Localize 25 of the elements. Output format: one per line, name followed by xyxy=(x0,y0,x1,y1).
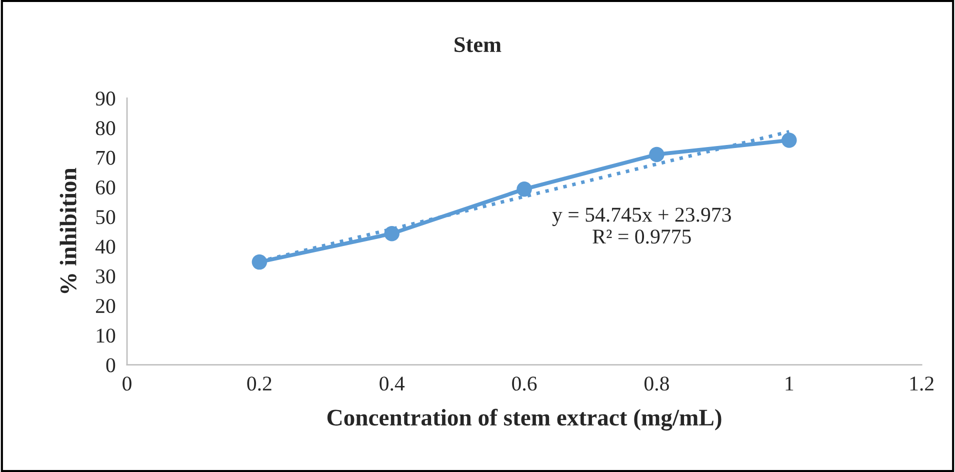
x-tick-label: 0.2 xyxy=(247,376,272,391)
y-tick-label: 10 xyxy=(96,328,116,343)
x-tick-label: 1 xyxy=(786,376,794,390)
y-tick-label: 40 xyxy=(95,240,116,254)
point xyxy=(516,182,532,197)
x-tick-label: 0 xyxy=(122,376,132,391)
x-tick-label: 1.2 xyxy=(910,376,934,391)
point xyxy=(782,132,797,148)
y-tick-label: 70 xyxy=(96,150,116,165)
y-tick-label: 80 xyxy=(96,121,116,136)
x-axis-title: Concentration of stem extract (mg/mL) xyxy=(327,408,722,431)
annotation: y = 54.745x + 23.973 R² = 0.9775 xyxy=(552,208,731,244)
y-tick-label: 50 xyxy=(96,210,116,224)
point xyxy=(649,146,664,162)
point xyxy=(252,254,268,270)
y-tick-label: 60 xyxy=(96,180,116,195)
y-tick-label: 30 xyxy=(96,269,116,284)
x-tick-label: 0.8 xyxy=(644,376,669,391)
x-tick-label: 0.4 xyxy=(380,376,405,391)
y-tick-label: 90 xyxy=(96,92,116,106)
x-tick-label: 0.6 xyxy=(512,376,537,391)
y-axis-title: % inhibition xyxy=(60,168,76,294)
y-tick-label: 0 xyxy=(106,358,116,372)
y-tick-label: 20 xyxy=(96,298,116,314)
chart-title: Stem xyxy=(454,37,502,52)
